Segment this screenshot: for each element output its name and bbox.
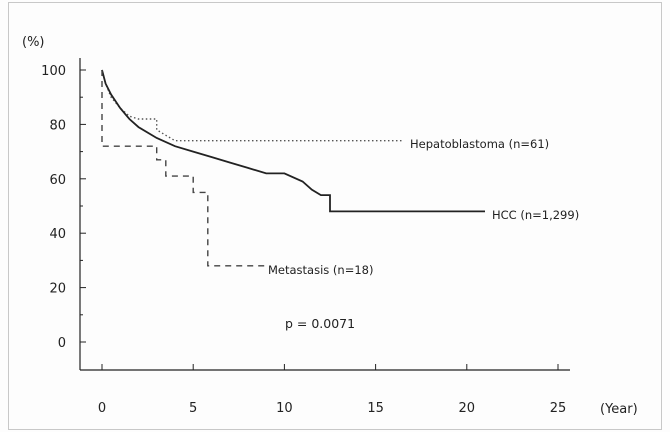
x-axis-label: (Year) <box>600 402 638 417</box>
p-value-annotation: p = 0.0071 <box>285 316 355 331</box>
series-line-metastasis <box>101 70 267 267</box>
y-axis-label: (%) <box>22 35 45 50</box>
x-tick-label: 0 <box>98 401 106 416</box>
tick-marks <box>80 69 559 370</box>
y-tick-label: 60 <box>49 173 66 188</box>
axes <box>79 58 570 371</box>
series-label-metastasis: Metastasis (n=18) <box>268 263 373 277</box>
x-tick-label: 20 <box>459 401 476 416</box>
x-tick-label: 15 <box>367 401 384 416</box>
y-tick-label: 80 <box>49 118 66 133</box>
series-label-hepatoblastoma: Hepatoblastoma (n=61) <box>410 137 549 151</box>
series-line-hcc <box>101 69 485 213</box>
figure-frame <box>8 2 662 430</box>
x-tick-label: 5 <box>189 401 197 416</box>
y-tick-label: 0 <box>58 336 66 351</box>
series-label-hcc: HCC (n=1,299) <box>492 208 579 222</box>
x-tick-label: 10 <box>276 401 293 416</box>
y-tick-label: 40 <box>49 227 66 242</box>
series-line-hepatoblastoma <box>101 69 403 142</box>
x-tick-label: 25 <box>550 401 567 416</box>
y-tick-label: 100 <box>41 64 66 79</box>
series-lines <box>101 69 485 267</box>
y-tick-label: 20 <box>49 282 66 297</box>
